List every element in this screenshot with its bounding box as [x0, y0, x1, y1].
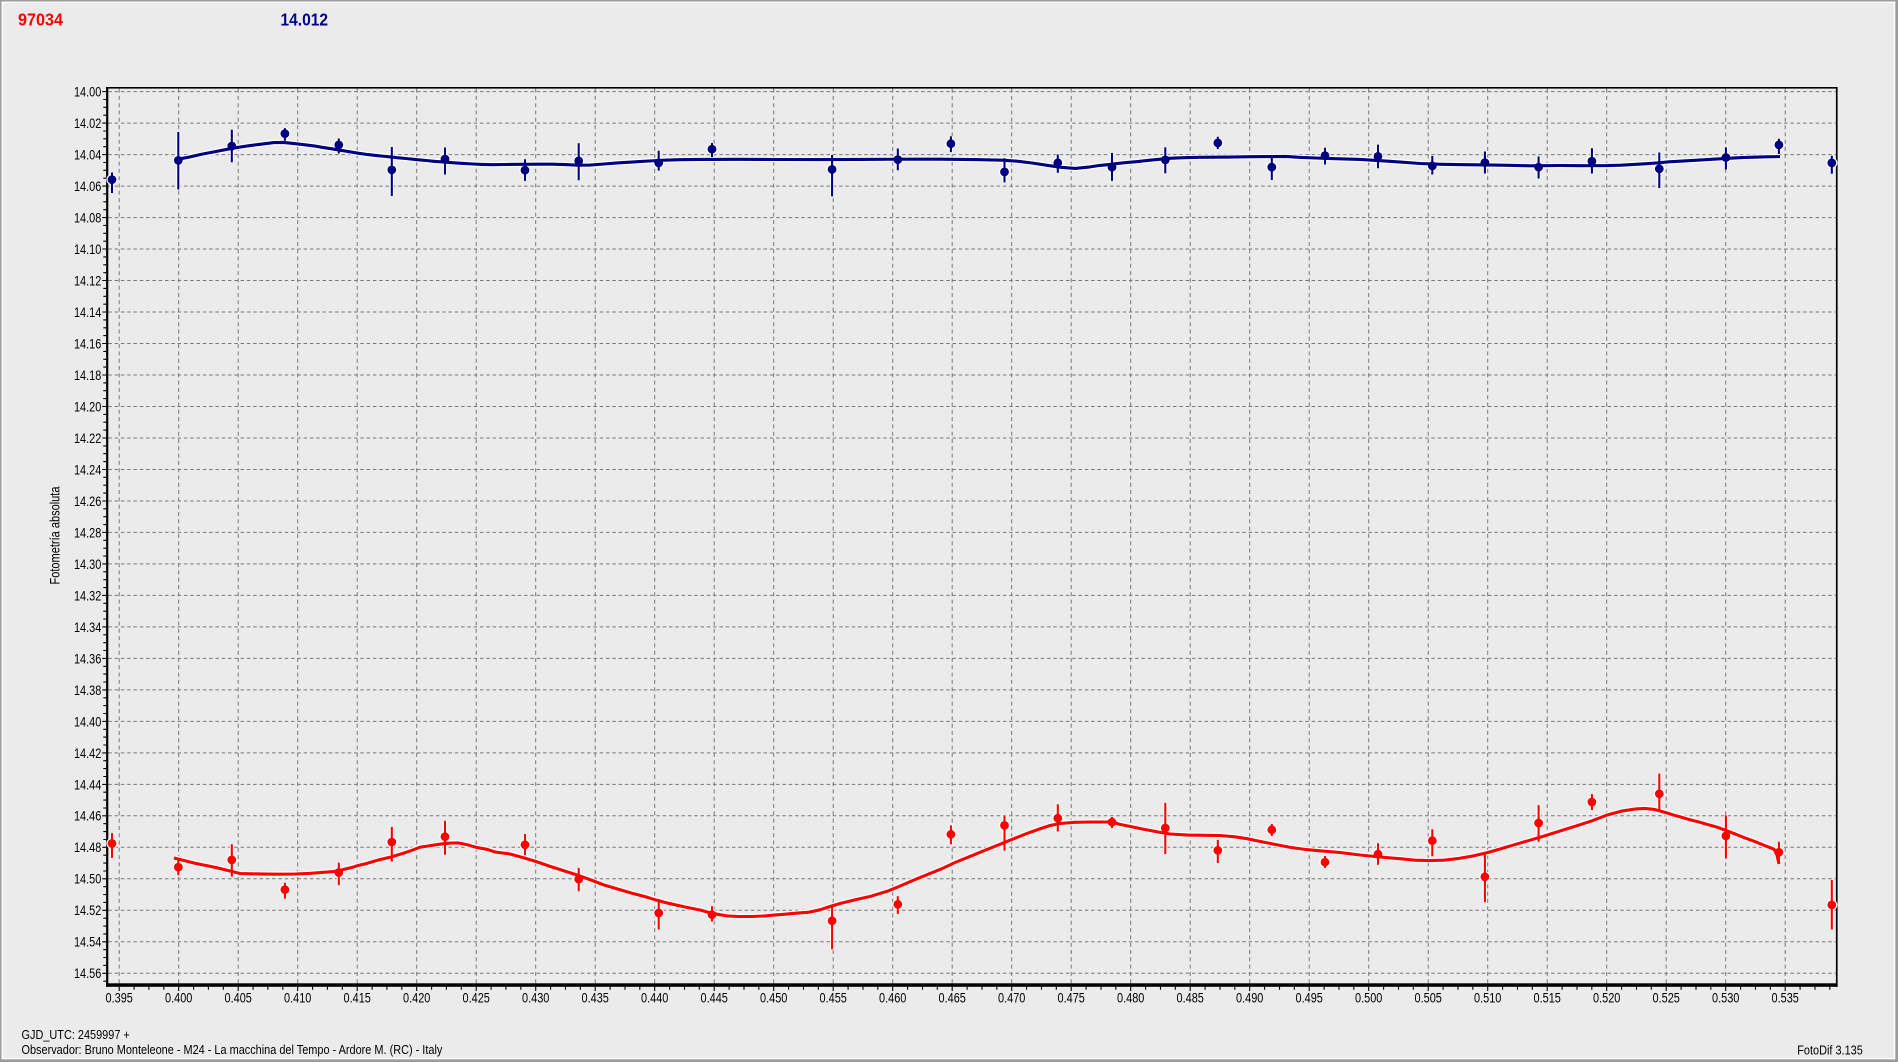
- svg-text:0.520: 0.520: [1593, 990, 1620, 1005]
- svg-text:14.50: 14.50: [74, 872, 101, 887]
- svg-text:GJD_UTC: 2459997 +: GJD_UTC: 2459997 +: [22, 1027, 130, 1042]
- svg-text:14.10: 14.10: [74, 242, 101, 257]
- svg-text:14.26: 14.26: [74, 494, 101, 509]
- svg-text:14.12: 14.12: [74, 273, 101, 288]
- svg-text:0.485: 0.485: [1177, 990, 1204, 1005]
- svg-text:0.425: 0.425: [463, 990, 490, 1005]
- svg-text:0.405: 0.405: [225, 990, 252, 1005]
- svg-text:0.495: 0.495: [1296, 990, 1323, 1005]
- svg-text:0.510: 0.510: [1474, 990, 1501, 1005]
- svg-text:14.20: 14.20: [74, 399, 101, 414]
- svg-text:0.455: 0.455: [820, 990, 847, 1005]
- svg-text:0.430: 0.430: [522, 990, 549, 1005]
- svg-text:0.465: 0.465: [939, 990, 966, 1005]
- svg-text:14.30: 14.30: [74, 557, 101, 572]
- svg-text:0.440: 0.440: [641, 990, 668, 1005]
- svg-text:0.535: 0.535: [1772, 990, 1799, 1005]
- svg-text:0.435: 0.435: [582, 990, 609, 1005]
- svg-text:14.14: 14.14: [74, 305, 101, 320]
- svg-text:0.480: 0.480: [1117, 990, 1144, 1005]
- svg-text:14.04: 14.04: [74, 147, 101, 162]
- svg-text:14.00: 14.00: [74, 84, 101, 99]
- svg-text:0.410: 0.410: [284, 990, 311, 1005]
- svg-text:14.36: 14.36: [74, 651, 101, 666]
- svg-text:0.530: 0.530: [1712, 990, 1739, 1005]
- svg-text:0.420: 0.420: [403, 990, 430, 1005]
- svg-text:14.54: 14.54: [74, 935, 101, 950]
- svg-text:0.445: 0.445: [701, 990, 728, 1005]
- svg-text:14.38: 14.38: [74, 683, 101, 698]
- svg-text:14.06: 14.06: [74, 179, 101, 194]
- svg-text:14.34: 14.34: [74, 620, 101, 635]
- svg-text:14.28: 14.28: [74, 525, 101, 540]
- svg-text:0.450: 0.450: [760, 990, 787, 1005]
- svg-text:14.08: 14.08: [74, 210, 101, 225]
- svg-text:14.52: 14.52: [74, 903, 101, 918]
- svg-text:14.012: 14.012: [281, 10, 328, 30]
- svg-text:0.415: 0.415: [344, 990, 371, 1005]
- svg-text:0.460: 0.460: [879, 990, 906, 1005]
- svg-text:0.470: 0.470: [998, 990, 1025, 1005]
- svg-text:0.490: 0.490: [1236, 990, 1263, 1005]
- svg-text:14.44: 14.44: [74, 777, 101, 792]
- svg-text:14.24: 14.24: [74, 462, 101, 477]
- svg-text:14.16: 14.16: [74, 336, 101, 351]
- svg-text:97034: 97034: [18, 10, 64, 30]
- svg-text:14.56: 14.56: [74, 966, 101, 981]
- svg-text:14.32: 14.32: [74, 588, 101, 603]
- svg-text:0.475: 0.475: [1058, 990, 1085, 1005]
- svg-text:0.395: 0.395: [106, 990, 133, 1005]
- svg-text:14.46: 14.46: [74, 809, 101, 824]
- svg-text:0.400: 0.400: [165, 990, 192, 1005]
- svg-text:14.02: 14.02: [74, 116, 101, 131]
- svg-text:14.48: 14.48: [74, 840, 101, 855]
- svg-text:Fotometría absoluta: Fotometría absoluta: [47, 486, 62, 584]
- svg-text:0.515: 0.515: [1534, 990, 1561, 1005]
- svg-text:FotoDif 3.135: FotoDif 3.135: [1797, 1042, 1863, 1057]
- svg-text:Observador: Bruno Monteleone -: Observador: Bruno Monteleone - M24 - La …: [22, 1042, 443, 1057]
- svg-text:14.42: 14.42: [74, 746, 101, 761]
- svg-text:0.525: 0.525: [1653, 990, 1680, 1005]
- svg-text:0.505: 0.505: [1415, 990, 1442, 1005]
- svg-text:14.40: 14.40: [74, 714, 101, 729]
- svg-text:0.500: 0.500: [1355, 990, 1382, 1005]
- svg-text:14.18: 14.18: [74, 368, 101, 383]
- svg-text:14.22: 14.22: [74, 431, 101, 446]
